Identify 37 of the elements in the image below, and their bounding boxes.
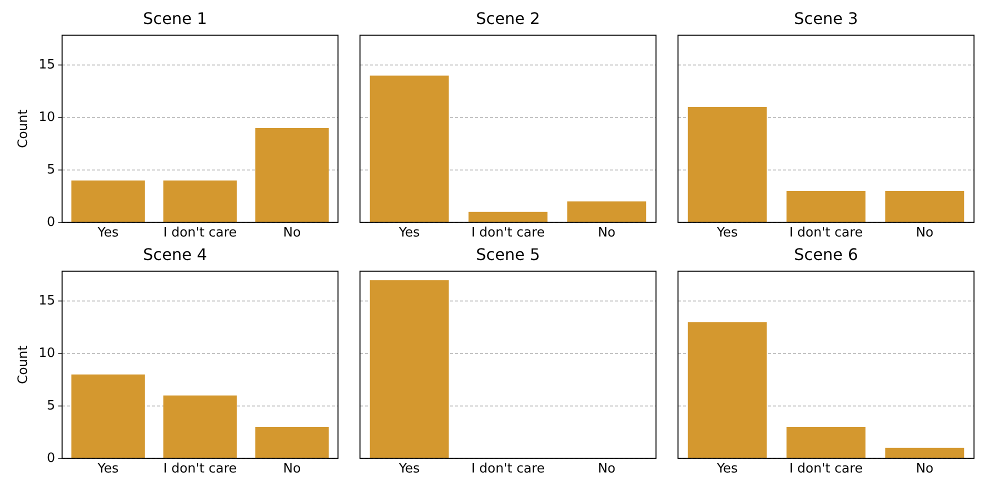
y-tick-label: 10 <box>38 346 56 361</box>
y-tick-label: 15 <box>38 57 56 72</box>
x-tick-label: No <box>283 226 301 241</box>
x-tick-label: I don't care <box>163 226 237 241</box>
x-tick-label: Yes <box>716 226 738 241</box>
y-tick-label: 5 <box>46 162 56 178</box>
chart-title: Scene 2 <box>476 8 540 28</box>
x-tick-label: Yes <box>398 462 420 477</box>
chart-title: Scene 3 <box>794 8 858 28</box>
x-tick-label: No <box>283 462 301 477</box>
x-tick-label: Yes <box>96 226 119 241</box>
chart-title: Scene 6 <box>794 244 858 264</box>
y-tick-label: 0 <box>46 214 56 230</box>
y-axis-title: Count <box>16 109 32 148</box>
y-tick-label: 0 <box>46 450 56 466</box>
bar <box>71 374 145 458</box>
x-tick-label: No <box>916 462 934 477</box>
y-tick-label: 10 <box>38 110 56 125</box>
x-tick-label: I don't care <box>789 462 863 477</box>
x-tick-label: Yes <box>716 462 738 477</box>
x-tick-label: Yes <box>398 226 420 241</box>
x-tick-label: No <box>598 462 616 477</box>
x-tick-label: No <box>598 226 616 241</box>
bar <box>163 395 237 458</box>
chart-title: Scene 5 <box>476 244 540 264</box>
x-tick-label: I don't care <box>789 226 863 241</box>
y-tick-label: 5 <box>46 398 56 414</box>
x-tick-label: Yes <box>96 462 119 477</box>
y-axis-title: Count <box>16 345 32 384</box>
x-tick-label: I don't care <box>471 462 545 477</box>
x-tick-label: I don't care <box>163 462 237 477</box>
bar <box>255 426 329 458</box>
x-tick-label: No <box>916 226 934 241</box>
chart-title: Scene 1 <box>142 8 208 28</box>
x-tick-label: I don't care <box>471 226 545 241</box>
y-tick-label: 15 <box>38 293 56 308</box>
chart-title: Scene 4 <box>142 244 208 264</box>
